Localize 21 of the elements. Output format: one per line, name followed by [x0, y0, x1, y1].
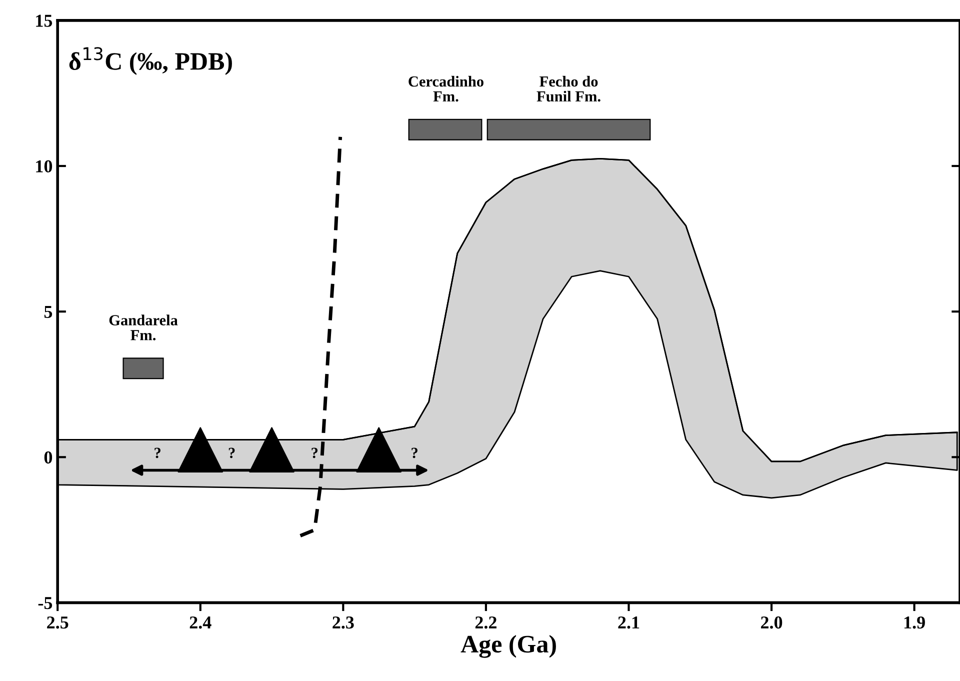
- y-tick-label: 10: [36, 160, 52, 172]
- x-tick-label: 2.3: [332, 616, 354, 629]
- annotation: ?: [154, 448, 160, 458]
- x-tick-label: 2.1: [618, 616, 640, 629]
- x-tick-label: 1.9: [904, 616, 925, 629]
- x-tick-label: 2.5: [47, 616, 68, 629]
- annotation: Fecho do Funil Fm.: [536, 76, 600, 102]
- annotation: Cercadinho Fm.: [408, 76, 484, 102]
- annotation: ?: [228, 448, 235, 458]
- annotation: ?: [412, 448, 418, 458]
- x-tick-label: 2.0: [761, 616, 782, 629]
- y-tick-label: 5: [44, 306, 52, 318]
- x-tick-label: 2.4: [190, 616, 212, 629]
- annotation: ?: [312, 448, 318, 458]
- x-tick-label: 2.2: [475, 616, 496, 629]
- y-axis-title: δ$^{13}$C (‰, PDB): [69, 47, 232, 75]
- y-tick-label: 0: [44, 451, 52, 464]
- annotation: Gandarela Fm.: [109, 314, 178, 340]
- y-tick-label: -5: [38, 597, 52, 610]
- x-axis-title: Age (Ga): [460, 635, 556, 658]
- y-tick-label: 15: [36, 14, 52, 27]
